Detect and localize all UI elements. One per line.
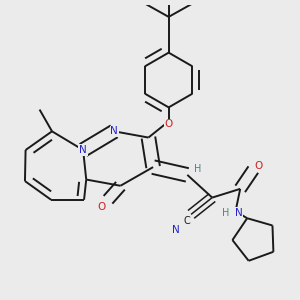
- Text: C: C: [184, 216, 191, 226]
- Text: H: H: [222, 208, 229, 218]
- Text: O: O: [164, 119, 173, 130]
- Text: N: N: [172, 225, 180, 235]
- Text: H: H: [194, 164, 201, 174]
- Text: O: O: [98, 202, 106, 212]
- Text: O: O: [255, 161, 263, 171]
- Text: N: N: [79, 145, 87, 155]
- Text: N: N: [235, 208, 242, 218]
- Text: N: N: [110, 126, 118, 136]
